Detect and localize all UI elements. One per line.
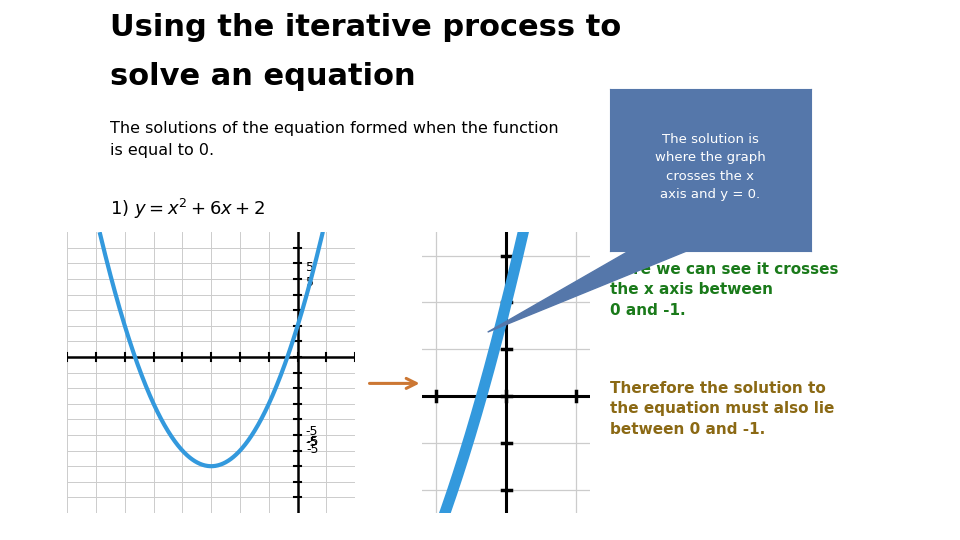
Text: 5: 5 (305, 276, 314, 289)
Text: solve an equation: solve an equation (110, 62, 416, 91)
Text: $\it{1)}\ \it{y} = \it{x}^2 + \it{6x} + \it{2}$: $\it{1)}\ \it{y} = \it{x}^2 + \it{6x} + … (110, 197, 266, 221)
Text: The solutions of the equation formed when the function
is equal to 0.: The solutions of the equation formed whe… (110, 122, 559, 158)
Text: -5: -5 (305, 436, 318, 449)
Text: The solution is
where the graph
crosses the x
axis and y = 0.: The solution is where the graph crosses … (655, 133, 766, 201)
Text: -5: -5 (306, 443, 319, 456)
Text: Here we can see it crosses
the x axis between
0 and -1.: Here we can see it crosses the x axis be… (610, 262, 838, 318)
Text: -5: -5 (305, 426, 318, 438)
Text: 5: 5 (306, 261, 314, 274)
Text: -5: -5 (306, 435, 319, 448)
Text: Using the iterative process to: Using the iterative process to (110, 14, 622, 43)
Text: Therefore the solution to
the equation must also lie
between 0 and -1.: Therefore the solution to the equation m… (610, 381, 834, 436)
